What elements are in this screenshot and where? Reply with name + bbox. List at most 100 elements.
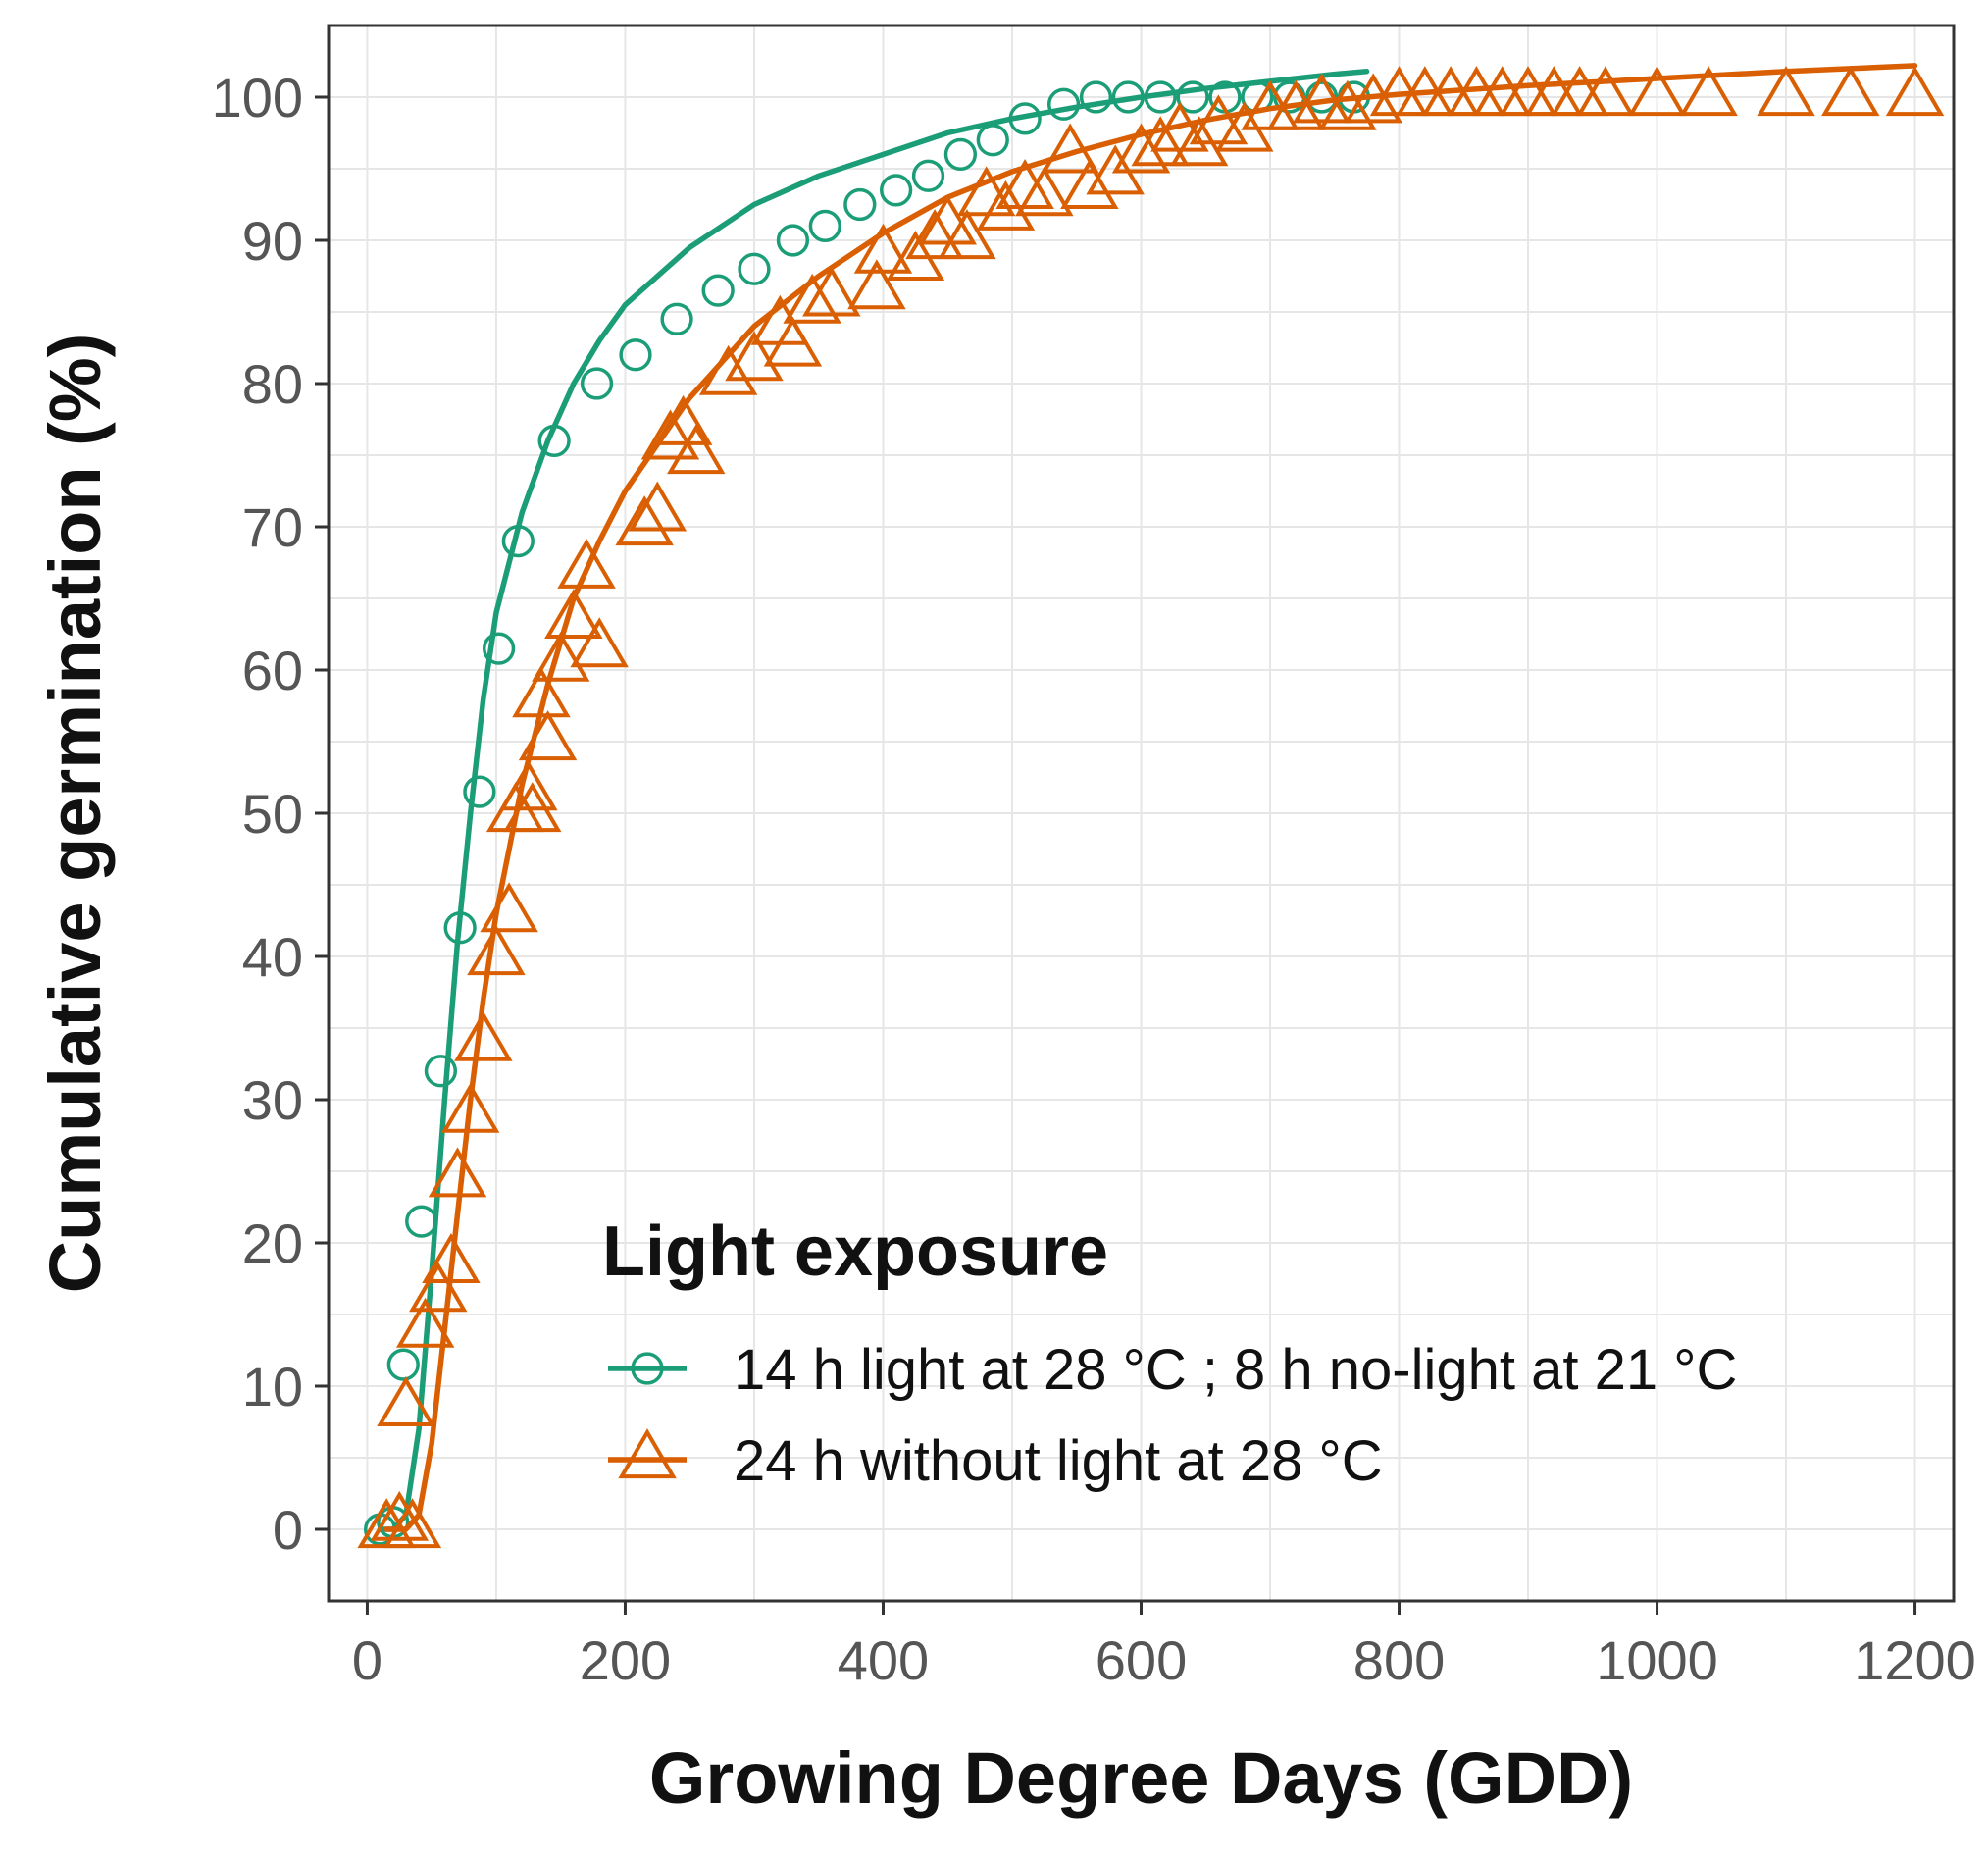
series-2-point (1060, 159, 1119, 209)
x-tick-label: 0 (352, 1629, 382, 1691)
x-tick-label: 800 (1353, 1629, 1445, 1691)
series-1-point (776, 224, 810, 257)
series-2-point (905, 209, 964, 260)
series-1-point (386, 1348, 420, 1381)
series-1-point (976, 124, 1009, 157)
series-2-point (1679, 66, 1738, 117)
legend-swatch-marker (618, 1428, 677, 1479)
series-2-point (1627, 66, 1687, 117)
series-2-point (853, 223, 913, 274)
y-tick-label: 60 (242, 640, 303, 701)
series-1-point (1008, 102, 1042, 135)
series-1-point (482, 632, 516, 665)
legend-label: 14 h light at 28 °C ; 8 h no-light at 21… (734, 1338, 1737, 1402)
x-tick-label: 1000 (1596, 1629, 1718, 1691)
series-2-point (409, 1262, 468, 1313)
series-2-point (1318, 79, 1377, 130)
series-1-point (463, 775, 496, 808)
series-1-point (405, 1205, 438, 1238)
series-1-point (1144, 80, 1177, 114)
series-2-point (377, 1376, 435, 1426)
series-1-point (911, 159, 945, 192)
series-2-point (847, 259, 906, 310)
y-tick-label: 50 (242, 783, 303, 845)
series-2-point (422, 1233, 481, 1283)
series-2-point (1189, 94, 1249, 145)
series-1-point (501, 524, 535, 558)
series-2-point (615, 495, 674, 546)
x-tick-label: 400 (838, 1629, 929, 1691)
series-2-point (454, 1010, 513, 1061)
y-tick-label: 80 (242, 353, 303, 415)
series-2-point (503, 782, 562, 833)
series-2-point (653, 394, 713, 445)
series-2-point (382, 1498, 442, 1549)
series-2-point (1131, 116, 1190, 167)
y-tick-label: 10 (242, 1356, 303, 1418)
series-2-point (628, 481, 688, 532)
series-2-point (763, 316, 823, 367)
series-1-point (943, 137, 978, 172)
series-2-point (395, 1297, 455, 1348)
series-2-point (783, 273, 841, 324)
series-1-point (1046, 87, 1081, 121)
series-2-point (1344, 73, 1402, 124)
series-1-point (843, 187, 877, 222)
series-1-point (443, 911, 477, 945)
series-1-point (1176, 80, 1209, 114)
series-1-point (808, 209, 841, 243)
series-2-point (440, 1082, 500, 1133)
legend-entries: 14 h light at 28 °C ; 8 h no-light at 21… (608, 1338, 1737, 1493)
series-2-point (544, 589, 603, 639)
series-2-point (698, 344, 758, 395)
series-2-point (532, 631, 590, 682)
series-2-point (667, 424, 726, 475)
series-2-point (518, 710, 578, 761)
series-2-point (570, 617, 629, 668)
series-2-point (467, 925, 526, 976)
series-2-point (640, 409, 700, 460)
series-2-point (428, 1147, 487, 1198)
series-2-point (1885, 66, 1945, 117)
y-tick-label: 20 (242, 1212, 303, 1274)
series-1-point (1079, 80, 1113, 114)
series-1-point (660, 302, 693, 335)
legend-label: 24 h without light at 28 °C (734, 1429, 1383, 1493)
y-tick-label: 100 (212, 67, 303, 129)
series-1-point (880, 174, 913, 207)
series-2-point (499, 760, 558, 811)
series-layer (357, 63, 1945, 1549)
series-2-point (938, 209, 996, 260)
series-2 (357, 63, 1945, 1549)
series-1-point (424, 1055, 458, 1088)
series-2-point (725, 331, 784, 382)
y-tick-label: 0 (273, 1499, 303, 1561)
legend-entry-2: 24 h without light at 28 °C (608, 1428, 1383, 1493)
legend-entry-1: 14 h light at 28 °C ; 8 h no-light at 21… (608, 1338, 1737, 1402)
series-2-point (370, 1490, 430, 1541)
grid (329, 26, 1954, 1601)
x-axis-title: Growing Degree Days (GDD) (649, 1737, 1633, 1819)
series-2-point (802, 266, 861, 317)
series-2-point (512, 667, 571, 718)
x-axis-ticks: 0 200 400 600 800 1000 1200 (352, 1601, 1976, 1691)
y-tick-label: 30 (242, 1069, 303, 1131)
series-1-point (738, 252, 771, 285)
series-2-point (1041, 123, 1099, 174)
series-2-point (1576, 66, 1635, 117)
series-1-point (537, 424, 571, 458)
legend-title: Light exposure (602, 1212, 1108, 1291)
y-axis-ticks: 0 10 20 30 40 50 60 70 80 90 100 (212, 67, 329, 1561)
y-tick-label: 40 (242, 926, 303, 988)
legend-swatch-marker (631, 1352, 664, 1385)
series-2-point (480, 882, 538, 933)
series-2-point (1015, 166, 1074, 217)
series-2-point (1292, 73, 1351, 124)
series-1-point (580, 367, 614, 400)
y-tick-label: 90 (242, 210, 303, 272)
x-tick-label: 1200 (1854, 1629, 1976, 1691)
x-tick-label: 600 (1096, 1629, 1187, 1691)
series-1-point (1111, 80, 1145, 114)
series-2-point (557, 538, 616, 589)
